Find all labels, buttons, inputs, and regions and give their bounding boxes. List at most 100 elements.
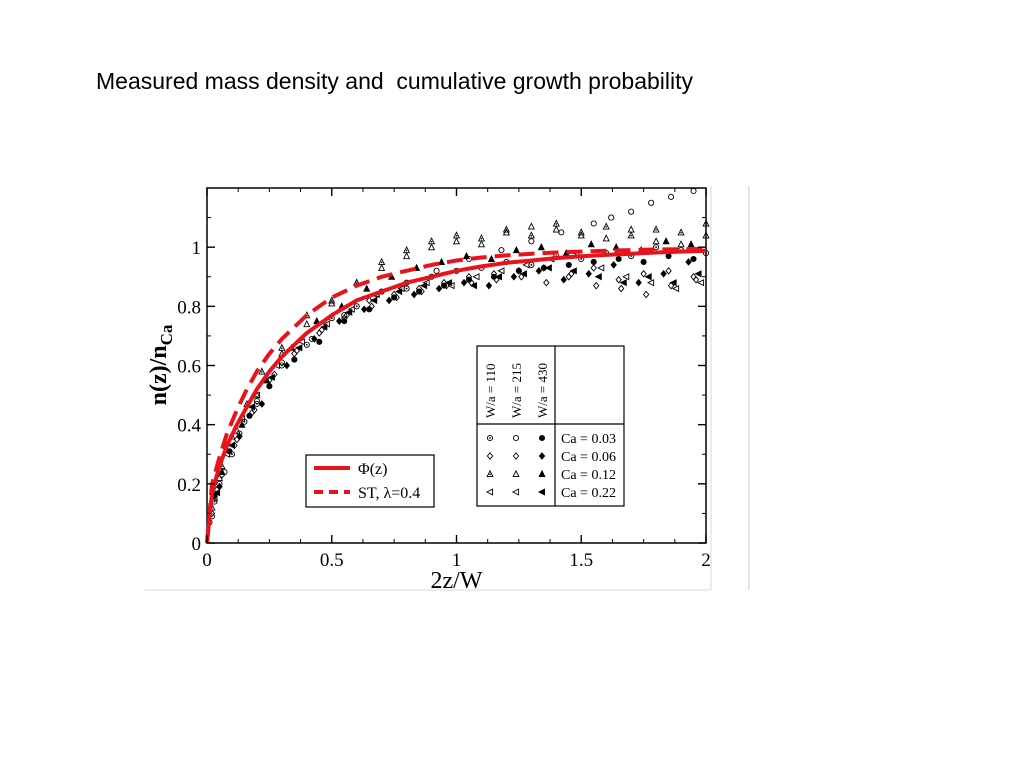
marker-shape [437,257,446,266]
marker-shape [469,282,478,290]
marker-shape [328,299,336,307]
data-point [494,273,502,281]
data-point [437,257,446,266]
data-point [460,278,468,287]
marker-shape [628,208,635,215]
scatter-series-11 [212,264,702,497]
data-point [660,269,667,278]
data-point [627,225,635,233]
marker-dot [555,223,558,225]
y-tick-label: 1 [192,238,202,259]
data-point [403,245,411,254]
marker-shape [593,281,600,290]
marker-shape [622,273,630,281]
marker-shape [635,278,642,287]
data-point [528,238,535,245]
marker-shape [238,420,246,428]
marker-shape [535,267,543,275]
marker-shape [341,312,348,319]
marker-dot [705,223,707,225]
data-point [665,252,672,260]
marker-shape [527,231,535,239]
data-point [485,281,493,290]
marker-shape [487,254,496,263]
marker-shape [537,488,546,496]
marker-shape [594,273,602,281]
data-point [696,279,705,287]
marker-shape [295,344,303,352]
marker-shape [690,255,697,263]
marker-shape [702,219,710,227]
data-point [677,240,685,248]
marker-shape [246,412,253,419]
y-tick-label: 0.2 [177,475,201,496]
data-point [590,220,597,227]
marker-shape [303,319,311,328]
data-point [690,187,697,195]
marker-shape [660,269,667,278]
marker-shape [519,270,527,278]
marker-legend-column-header: W/a = 430 [535,363,550,418]
marker-shape [218,467,226,476]
marker-shape [577,228,585,236]
data-point [677,228,685,236]
data-point [628,208,635,215]
marker-dot [231,453,233,456]
marker-shape [619,279,627,287]
data-point [462,251,471,260]
legend-marker [538,469,546,478]
marker-shape [253,397,260,405]
marker-shape [410,290,418,299]
marker-shape [590,258,597,266]
y-axis-label-main: n(z)/n [146,345,172,405]
marker-shape [528,238,535,245]
data-point [403,251,411,260]
legend-marker [512,434,520,442]
data-point [652,225,660,233]
marker-shape [502,225,510,233]
marker-shape [512,452,520,460]
data-point [568,269,575,278]
marker-shape [642,290,650,299]
data-point [602,222,610,230]
data-point [610,261,617,269]
x-tick-label: 0.5 [320,550,344,571]
data-point [419,282,428,290]
marker-shape [668,193,675,200]
data-point [311,335,318,343]
marker-shape [345,308,353,316]
data-point [535,267,543,275]
data-point [692,275,700,284]
y-tick-label: 0.8 [177,297,201,318]
data-point [295,344,303,352]
data-point [544,264,552,272]
data-point [452,237,461,245]
marker-shape [452,237,461,245]
marker-shape [585,269,592,278]
marker-shape [665,267,672,275]
data-point [318,326,325,334]
marker-shape [685,258,692,266]
legend-marker [485,488,494,496]
marker-dot [213,500,216,503]
data-point [527,222,535,230]
scatter-series-9 [216,258,692,491]
marker-legend-column-header: W/a = 110 [483,363,498,418]
data-point [640,269,647,278]
marker-dot [580,258,583,260]
marker-dot [655,229,657,231]
marker-shape [512,245,520,254]
marker-shape [640,258,647,266]
scatter-series-7 [215,222,710,481]
marker-shape [565,261,572,268]
marker-dot [489,437,491,439]
data-point [519,270,527,278]
data-point [668,193,675,200]
data-point [477,234,486,242]
data-point [652,237,660,245]
legend-marker [486,452,494,460]
data-point [416,288,423,295]
marker-dot [605,226,607,228]
data-point [644,273,652,281]
marker-shape [615,275,622,284]
